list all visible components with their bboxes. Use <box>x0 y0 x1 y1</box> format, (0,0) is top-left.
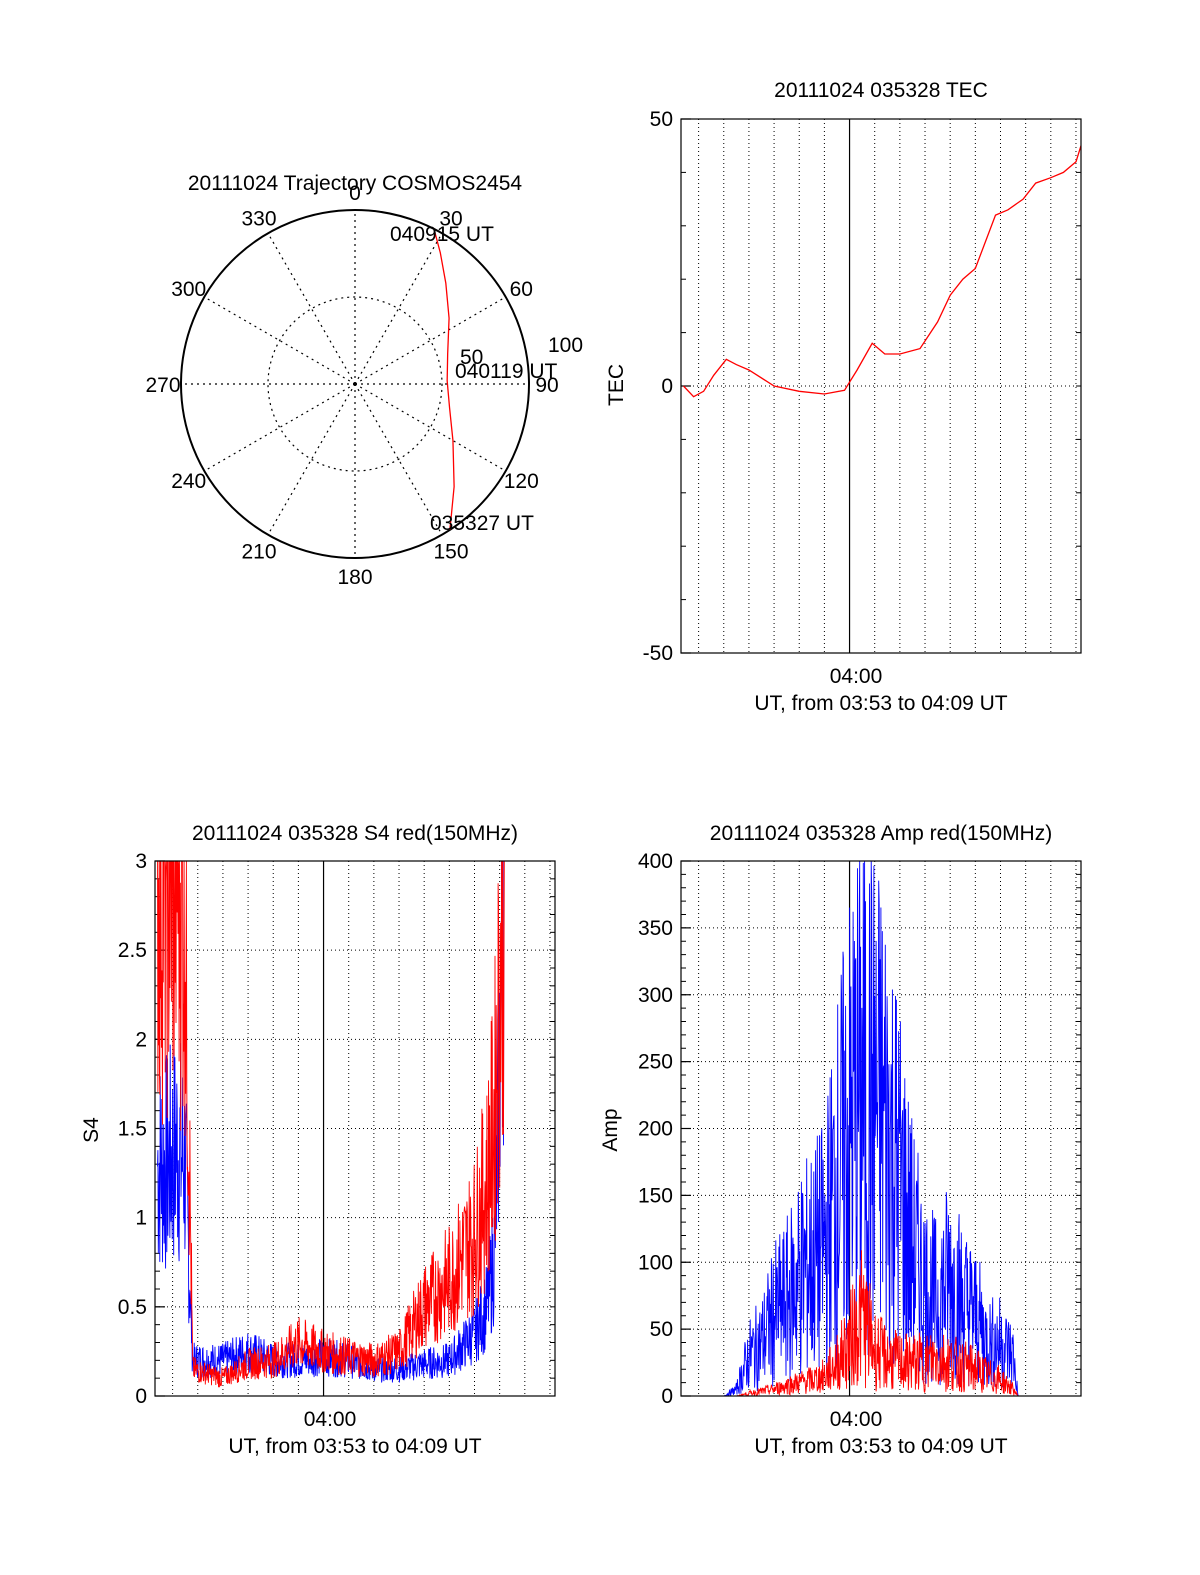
polar-trajectory-line <box>433 228 455 531</box>
polar-title: 20111024 Trajectory COSMOS2454 <box>188 172 523 195</box>
polar-spoke <box>354 233 443 385</box>
amp-y-tick-label: 100 <box>638 1251 673 1274</box>
polar-spoke <box>267 233 356 385</box>
tec-ylabel: TEC <box>605 364 628 406</box>
s4-plot-frame <box>154 860 556 1397</box>
s4-ylabel: S4 <box>80 1117 103 1143</box>
amp-y-tick-label: 400 <box>638 850 673 873</box>
polar-angle-label: 60 <box>510 278 533 301</box>
amp-title: 20111024 035328 Amp red(150MHz) <box>710 822 1052 845</box>
polar-radius-label-50: 50 <box>460 346 483 369</box>
tec-series-red <box>683 145 1081 398</box>
s4-y-tick-label: 3 <box>135 850 147 873</box>
polar-angle-label: 240 <box>171 470 206 493</box>
polar-angle-label: 270 <box>145 374 180 397</box>
s4-y-tick-label: 1.5 <box>118 1118 147 1141</box>
polar-angle-labels: 0 30 60 90 120 150 180 210 240 270 300 330 <box>145 182 558 589</box>
tec-panel: 20111024 035328 TEC TEC -50 0 50 04:00 UT,… <box>605 79 1082 715</box>
s4-xlabel: UT, from 03:53 to 04:09 UT <box>228 1435 481 1458</box>
s4-y-tick-label: 2.5 <box>118 939 147 962</box>
polar-angle-label: 120 <box>504 470 539 493</box>
amp-series <box>683 861 1081 1396</box>
amp-y-tick-label: 300 <box>638 984 673 1007</box>
amp-xlabel: UT, from 03:53 to 04:09 UT <box>754 1435 1007 1458</box>
amp-series-red <box>683 1250 1081 1396</box>
s4-y-tick-label: 2 <box>135 1028 147 1051</box>
tec-y-tick-label: 50 <box>650 108 673 131</box>
polar-grid <box>181 210 529 558</box>
tec-y-tick-label: -50 <box>643 642 673 665</box>
polar-angle-label: 180 <box>337 566 372 589</box>
polar-angle-label: 150 <box>433 540 468 563</box>
amp-y-tick-label: 250 <box>638 1051 673 1074</box>
polar-radius-label-100: 100 <box>548 334 583 357</box>
amp-ylabel: Amp <box>599 1108 622 1151</box>
polar-spoke <box>354 383 443 535</box>
tec-title: 20111024 035328 TEC <box>774 79 988 102</box>
s4-y-tick-label: 0.5 <box>118 1296 147 1319</box>
amp-y-tick-label: 150 <box>638 1184 673 1207</box>
tec-xlabel: UT, from 03:53 to 04:09 UT <box>754 692 1007 715</box>
s4-series <box>157 861 505 1388</box>
polar-start-time: 035327 UT <box>430 512 534 535</box>
polar-angle-label: 30 <box>439 208 462 231</box>
polar-angle-label: 330 <box>241 208 276 231</box>
amp-y-tick-label: 50 <box>650 1318 673 1341</box>
amp-panel: 20111024 035328 Amp red(150MHz) Amp 0 50 1… <box>599 822 1082 1458</box>
polar-mid-time: 040119 UT <box>455 360 558 383</box>
polar-angle-label: 90 <box>535 374 558 397</box>
amp-y-tick-label: 350 <box>638 917 673 940</box>
s4-panel: 20111024 035328 S4 red(150MHz) S4 0 0.5 1 1… <box>80 822 556 1458</box>
polar-end-time: 040915 UT <box>390 223 494 246</box>
s4-y-tick-label: 1 <box>135 1207 147 1230</box>
polar-spoke <box>354 296 506 385</box>
polar-spoke <box>204 296 356 385</box>
polar-angle-label: 300 <box>171 278 206 301</box>
polar-ring-50 <box>267 296 443 472</box>
polar-panel: 20111024 Trajectory COSMOS2454 0 30 60 90 12… <box>145 172 583 589</box>
polar-angle-label: 210 <box>241 540 276 563</box>
polar-angle-label: 0 <box>349 182 361 205</box>
polar-outer-ring <box>180 209 530 559</box>
tec-y-tick-labels: -50 0 50 <box>643 108 673 665</box>
tec-y-tick-label: 0 <box>661 375 673 398</box>
amp-series-blue <box>683 861 1081 1396</box>
polar-spoke <box>354 383 506 472</box>
amp-plot-frame <box>680 860 1082 1397</box>
tec-plot-frame <box>680 118 1082 654</box>
s4-series-red <box>157 861 505 1388</box>
tec-series <box>683 145 1081 398</box>
polar-spoke <box>267 383 356 535</box>
polar-spoke <box>204 383 356 472</box>
tec-x-tick-label: 04:00 <box>830 665 883 688</box>
amp-x-tick-label: 04:00 <box>830 1408 883 1431</box>
s4-y-tick-label: 0 <box>135 1385 147 1408</box>
s4-title: 20111024 035328 S4 red(150MHz) <box>192 822 518 845</box>
s4-y-tick-labels: 0 0.5 1 1.5 2 2.5 3 <box>118 850 147 1408</box>
s4-x-tick-label: 04:00 <box>304 1408 357 1431</box>
amp-y-tick-labels: 0 50 100 150 200 250 300 350 400 <box>638 850 673 1408</box>
amp-y-tick-label: 200 <box>638 1118 673 1141</box>
amp-y-tick-label: 0 <box>661 1385 673 1408</box>
tec-grid <box>681 118 1081 654</box>
